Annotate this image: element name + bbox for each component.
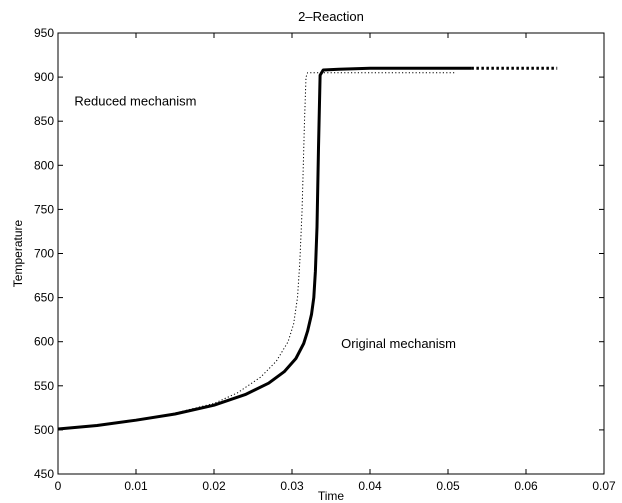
- y-tick-label: 700: [34, 247, 54, 261]
- annotations: Reduced mechanism Original mechanism: [74, 93, 456, 351]
- y-tick-label: 800: [34, 158, 54, 172]
- x-axis: 0 0.01 0.02 0.03 0.04 0.05 0.06 0.07: [55, 33, 616, 493]
- y-axis-label: Temperature: [11, 219, 25, 287]
- y-tick-label: 450: [34, 467, 54, 481]
- x-tick-label: 0.07: [592, 479, 616, 493]
- y-tick-label: 850: [34, 114, 54, 128]
- y-tick-label: 600: [34, 335, 54, 349]
- series-line-reduced: [57, 72, 456, 430]
- x-tick-label: 0.06: [514, 479, 538, 493]
- y-tick-label: 950: [34, 26, 54, 40]
- x-tick-label: 0.03: [280, 479, 304, 493]
- y-tick-label: 750: [34, 202, 54, 216]
- annotation-label: Original mechanism: [341, 336, 456, 351]
- annotation-label: Reduced mechanism: [74, 93, 196, 108]
- x-tick-label: 0.01: [124, 479, 148, 493]
- x-tick-label: 0: [55, 479, 62, 493]
- series-line-original: [57, 66, 472, 431]
- series-layer: [57, 66, 558, 431]
- y-tick-label: 550: [34, 379, 54, 393]
- chart-title: 2–Reaction: [298, 9, 364, 24]
- x-tick-label: 0.02: [202, 479, 226, 493]
- y-tick-label: 900: [34, 70, 54, 84]
- y-axis: 450 500 550 600 650 700 750 800 850 900 950: [34, 26, 604, 481]
- x-tick-label: 0.04: [358, 479, 382, 493]
- y-tick-label: 500: [34, 423, 54, 437]
- x-axis-label: Time: [318, 489, 345, 503]
- x-tick-label: 0.05: [436, 479, 460, 493]
- y-tick-label: 650: [34, 291, 54, 305]
